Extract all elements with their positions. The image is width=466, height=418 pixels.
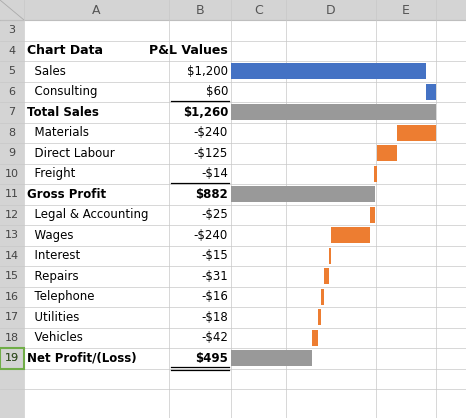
Text: Total Sales: Total Sales [27,106,99,119]
Bar [324,268,329,284]
Bar [231,186,375,202]
Text: 6: 6 [8,87,15,97]
Text: 15: 15 [5,271,19,281]
Bar [321,289,324,305]
Text: -$42: -$42 [201,331,228,344]
Text: $495: $495 [195,352,228,365]
Text: -$15: -$15 [201,249,228,262]
Text: 9: 9 [8,148,15,158]
Text: $1,260: $1,260 [183,106,228,119]
Text: 8: 8 [8,128,15,138]
Text: -$14: -$14 [201,167,228,180]
Text: 14: 14 [5,251,19,261]
Bar [231,64,426,79]
Text: Legal & Accounting: Legal & Accounting [27,208,149,221]
Text: -$125: -$125 [194,147,228,160]
Text: 17: 17 [5,312,19,322]
Bar [0,0,466,20]
Text: Chart Data: Chart Data [27,44,103,57]
Text: 5: 5 [8,66,15,76]
Bar [312,330,318,346]
Text: E: E [402,3,410,16]
Text: A: A [92,3,101,16]
Text: Gross Profit: Gross Profit [27,188,106,201]
Text: $1,200: $1,200 [187,65,228,78]
Text: -$16: -$16 [201,290,228,303]
Text: Utilities: Utilities [27,311,79,324]
Bar [231,350,312,366]
Text: P&L Values: P&L Values [149,44,228,57]
Text: 7: 7 [8,107,15,117]
Text: 13: 13 [5,230,19,240]
Text: 3: 3 [8,25,15,35]
Text: 16: 16 [5,292,19,302]
Text: Net Profit/(Loss): Net Profit/(Loss) [27,352,137,365]
Bar [374,166,377,181]
Bar [331,227,370,243]
Text: -$31: -$31 [201,270,228,283]
Bar [231,104,436,120]
Text: Vehicles: Vehicles [27,331,83,344]
Bar [426,84,436,99]
Text: 12: 12 [5,210,19,220]
Text: C: C [254,3,263,16]
Text: 18: 18 [5,333,19,343]
Bar [0,348,24,369]
Text: $60: $60 [206,85,228,98]
Bar [397,125,436,140]
Text: -$240: -$240 [194,126,228,139]
Text: Consulting: Consulting [27,85,97,98]
Text: Sales: Sales [27,65,66,78]
Text: -$25: -$25 [201,208,228,221]
Text: 19: 19 [5,353,19,363]
Text: B: B [196,3,204,16]
Bar [370,207,375,222]
Text: 4: 4 [8,46,15,56]
Bar [0,0,24,418]
Text: 19: 19 [5,353,19,363]
Text: Telephone: Telephone [27,290,95,303]
Text: -$240: -$240 [194,229,228,242]
Bar [318,309,321,325]
Text: Wages: Wages [27,229,74,242]
Text: 11: 11 [5,189,19,199]
Text: Interest: Interest [27,249,80,262]
Text: D: D [326,3,336,16]
Text: Repairs: Repairs [27,270,79,283]
Text: -$18: -$18 [201,311,228,324]
Text: 10: 10 [5,169,19,179]
Text: Direct Labour: Direct Labour [27,147,115,160]
Text: Materials: Materials [27,126,89,139]
Text: Freight: Freight [27,167,75,180]
Text: $882: $882 [195,188,228,201]
Bar [377,145,397,161]
Bar [329,248,331,263]
